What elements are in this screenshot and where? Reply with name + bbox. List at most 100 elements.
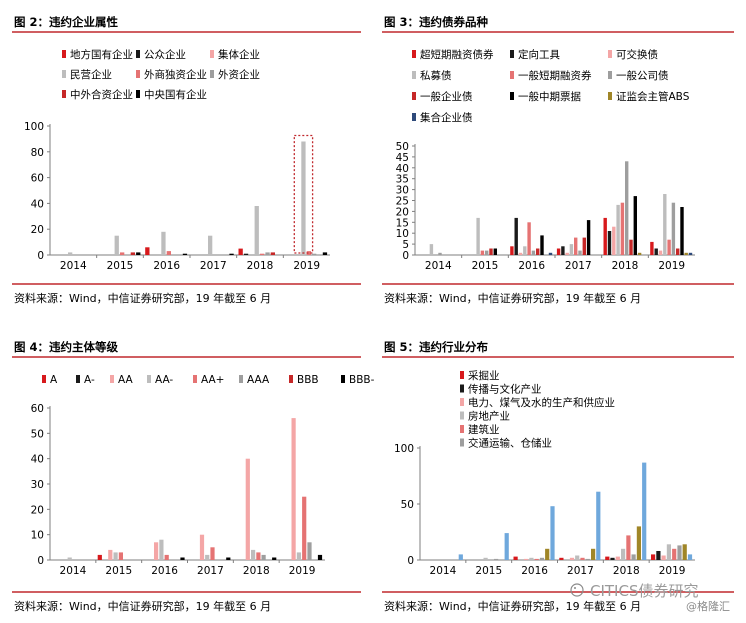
bar-2019-一般公司债 bbox=[671, 202, 676, 255]
legend-swatch bbox=[510, 92, 514, 100]
bar-2014-一般公司债 bbox=[438, 252, 442, 255]
bar-2017-中央国有企业 bbox=[229, 253, 234, 255]
x-tick-label: 2018 bbox=[613, 565, 640, 577]
legend-label: 一般公司债 bbox=[616, 69, 669, 82]
bar-2017-一般公司债 bbox=[578, 250, 582, 255]
bar-2016-批发和零售业 bbox=[545, 548, 550, 560]
y-tick-label: 40 bbox=[31, 198, 44, 210]
legend-swatch bbox=[239, 375, 243, 383]
y-tick-label: 30 bbox=[396, 185, 409, 197]
legend-label: AAA bbox=[247, 374, 270, 386]
bar-2015-一般中期票据 bbox=[493, 248, 497, 255]
legend-swatch bbox=[460, 438, 464, 447]
x-tick-label: 2014 bbox=[430, 565, 457, 577]
legend-label: 民营企业 bbox=[70, 68, 112, 81]
bar-2018-一般中期票据 bbox=[633, 196, 637, 255]
legend-swatch bbox=[62, 50, 66, 58]
bar-2019-定向工具 bbox=[654, 248, 658, 255]
bar-2018-AAA bbox=[261, 554, 266, 560]
legend-label: 一般中期票据 bbox=[518, 90, 581, 103]
bar-2018-采掘业 bbox=[605, 556, 610, 560]
legend-label: 房地产业 bbox=[468, 410, 510, 423]
bar-2015-中央国有企业 bbox=[136, 252, 141, 255]
legend-swatch bbox=[210, 50, 214, 58]
y-tick-label: 40 bbox=[31, 454, 44, 466]
bar-2016-电力、煤气及水的生产和供应业 bbox=[524, 558, 529, 560]
legend-label: 传播与文化产业 bbox=[468, 383, 542, 396]
legend-swatch bbox=[608, 50, 612, 58]
bar-2015-房地产业 bbox=[483, 557, 488, 560]
bar-2019-采掘业 bbox=[651, 554, 656, 560]
legend-swatch bbox=[412, 71, 416, 79]
bar-2019-超短期融资债券 bbox=[650, 241, 654, 255]
legend-label: BBB bbox=[297, 374, 319, 386]
bar-2018-外商独资企业 bbox=[260, 253, 265, 255]
bar-2017-房地产业 bbox=[575, 555, 580, 560]
legend-swatch bbox=[412, 92, 416, 100]
legend-swatch bbox=[460, 398, 464, 406]
bar-2017-制造业 bbox=[596, 491, 601, 560]
x-tick-label: 2017 bbox=[567, 565, 594, 577]
bar-2015-一般短期融资券 bbox=[480, 250, 485, 255]
bar-2019-可交换债 bbox=[658, 250, 663, 255]
panel-source-1: 资料来源：Wind，中信证券研究部，19 年截至 6 月 bbox=[14, 291, 271, 305]
legend-label: 定向工具 bbox=[518, 48, 560, 61]
bar-2015-AA bbox=[108, 549, 113, 560]
bar-2018-一般企业债 bbox=[629, 239, 633, 255]
bar-2016-中央国有企业 bbox=[182, 253, 188, 255]
x-tick-label: 2014 bbox=[60, 260, 87, 272]
x-tick-label: 2019 bbox=[289, 565, 316, 577]
bar-2017-定向工具 bbox=[561, 246, 565, 255]
bar-2018-公众企业 bbox=[243, 253, 249, 255]
y-tick-label: 20 bbox=[31, 224, 44, 236]
wechat-icon-dot bbox=[574, 587, 576, 589]
y-tick-label: 20 bbox=[396, 206, 409, 218]
legend-label: 中央国有企业 bbox=[144, 88, 207, 101]
bar-2019-一般企业债 bbox=[676, 248, 680, 255]
bar-2016-民营企业 bbox=[161, 231, 166, 255]
legend-swatch bbox=[608, 92, 612, 100]
bar-2018-建筑业 bbox=[626, 535, 631, 560]
x-tick-label: 2019 bbox=[293, 260, 320, 272]
legend-label: A- bbox=[84, 374, 95, 386]
bar-2015-交通运输、仓储业 bbox=[494, 558, 499, 560]
y-tick-label: 10 bbox=[396, 228, 409, 240]
bar-2016-地方国有企业 bbox=[145, 247, 150, 255]
bar-2018-证监会主管ABS bbox=[637, 252, 642, 255]
y-tick-label: 30 bbox=[31, 479, 44, 491]
y-tick-label: 25 bbox=[396, 196, 409, 208]
x-tick-label: 2014 bbox=[60, 565, 87, 577]
legend-label: AA+ bbox=[201, 374, 224, 386]
legend-label: 私募债 bbox=[420, 69, 452, 82]
bar-2018-AA bbox=[245, 458, 250, 560]
bar-2016-一般公司债 bbox=[531, 250, 536, 255]
x-tick-label: 2015 bbox=[107, 260, 134, 272]
bar-2016-超短期融资债券 bbox=[510, 246, 514, 255]
bar-2018-制造业 bbox=[642, 462, 647, 560]
bar-2016-一般企业债 bbox=[536, 248, 540, 255]
legend-label: BBB- bbox=[349, 374, 375, 386]
legend-swatch bbox=[76, 375, 80, 383]
chart-industry-distribution: 0 50 100 2014 2015 2016 2017 2018 2019 采掘业传播与文化产业… bbox=[394, 369, 695, 577]
x-tick-label: 2016 bbox=[521, 565, 548, 577]
bar-2015-A bbox=[97, 554, 102, 560]
legend-swatch bbox=[341, 375, 345, 383]
bar-2015-私募债 bbox=[476, 217, 480, 255]
bar-2019-BBB- bbox=[317, 554, 323, 560]
panel-title-4: 图 5：违约行业分布 bbox=[384, 340, 489, 354]
bar-2014-AA- bbox=[67, 557, 72, 560]
bar-2016-采掘业 bbox=[513, 556, 518, 560]
legend-swatch bbox=[62, 90, 66, 98]
y-tick-label: 50 bbox=[396, 141, 409, 153]
legend-swatch bbox=[460, 384, 464, 393]
y-tick-label: 60 bbox=[31, 403, 44, 415]
bar-2018-房地产业 bbox=[621, 548, 626, 560]
legend-swatch bbox=[110, 375, 114, 383]
y-tick-label: 5 bbox=[402, 239, 409, 251]
bar-2019-证监会主管ABS bbox=[684, 252, 688, 255]
bar-2016-集合企业债 bbox=[548, 252, 553, 255]
bar-2015-AA- bbox=[113, 552, 118, 560]
bar-2017-可交换债 bbox=[565, 252, 569, 255]
legend-swatch bbox=[193, 375, 197, 383]
